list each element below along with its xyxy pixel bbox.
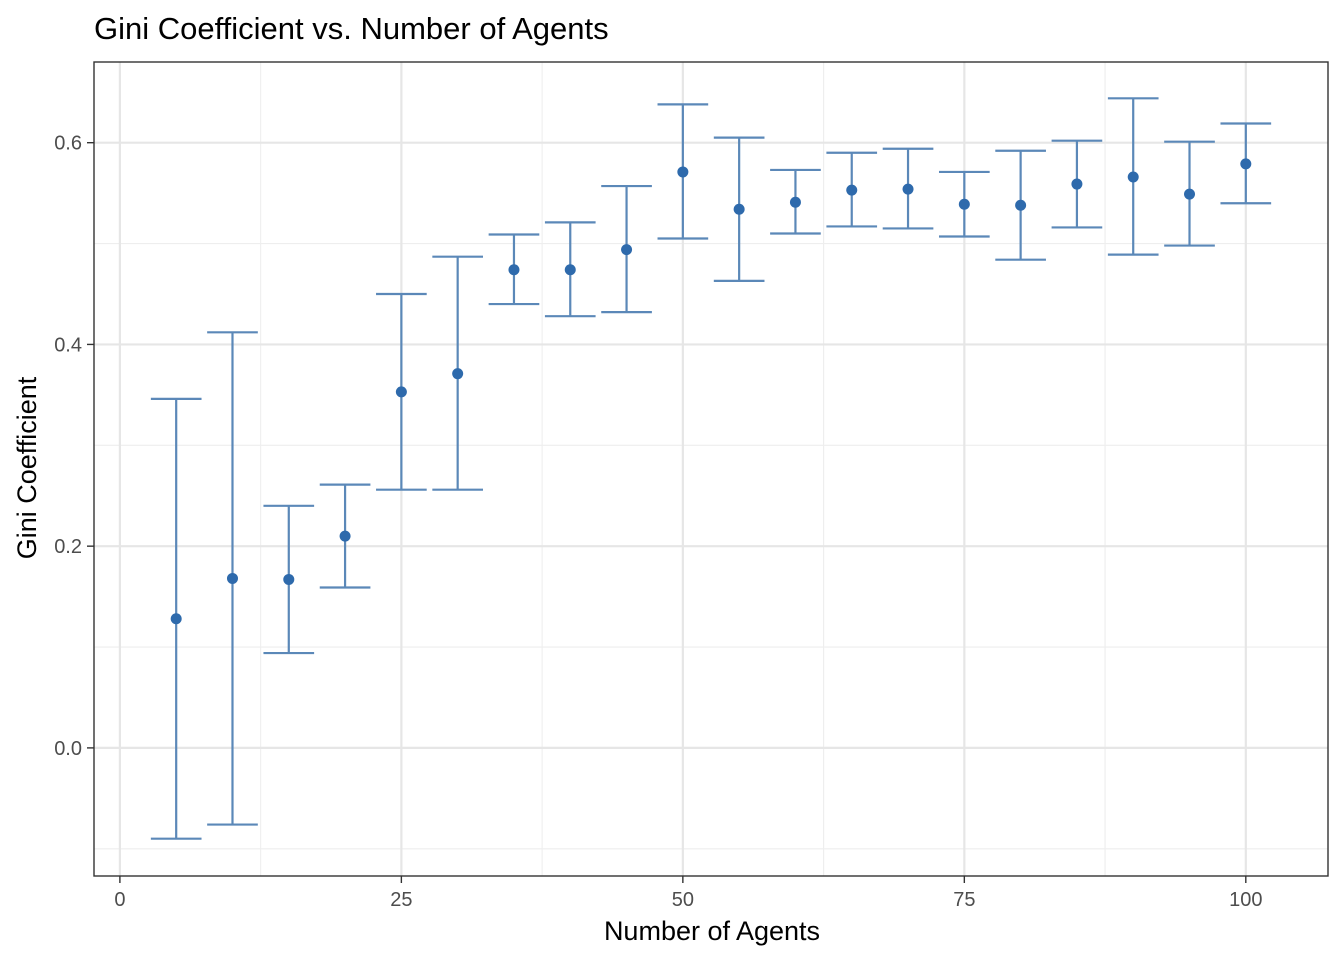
data-point bbox=[283, 573, 295, 585]
data-point-group bbox=[826, 151, 878, 228]
data-point bbox=[789, 196, 801, 208]
chart-title: Gini Coefficient vs. Number of Agents bbox=[94, 11, 609, 46]
data-point bbox=[170, 613, 182, 625]
data-point-group bbox=[319, 483, 371, 589]
x-tick-label: 25 bbox=[390, 889, 412, 911]
data-point-group bbox=[263, 504, 315, 655]
data-point bbox=[395, 386, 407, 398]
data-marks bbox=[150, 97, 1272, 840]
data-point-group bbox=[488, 233, 540, 306]
data-point bbox=[1240, 158, 1252, 170]
axes: 0 25 50 75 100 0.0 0.2 0.4 0.6 bbox=[54, 133, 1262, 911]
x-axis-title: Number of Agents bbox=[604, 916, 820, 946]
data-point bbox=[564, 264, 576, 276]
data-point-group bbox=[770, 168, 821, 235]
data-point-group bbox=[207, 331, 258, 826]
data-point bbox=[1184, 188, 1196, 200]
gridlines bbox=[94, 62, 1328, 876]
data-point-group bbox=[882, 147, 934, 230]
data-point bbox=[958, 198, 970, 210]
data-point-group bbox=[1164, 140, 1215, 247]
data-point-group bbox=[995, 149, 1046, 261]
data-point-group bbox=[376, 292, 427, 491]
y-axis-title: Gini Coefficient bbox=[12, 376, 42, 559]
data-point bbox=[677, 166, 689, 178]
x-tick-label: 0 bbox=[114, 889, 125, 911]
data-point bbox=[339, 530, 351, 542]
data-point bbox=[1015, 199, 1027, 211]
data-point bbox=[226, 572, 238, 584]
data-point-group bbox=[657, 103, 709, 240]
plot-panel bbox=[93, 61, 1329, 877]
x-tick-label: 50 bbox=[672, 889, 694, 911]
y-tick-label: 0.2 bbox=[54, 536, 82, 558]
x-tick-label: 75 bbox=[953, 889, 975, 911]
y-tick-label: 0.4 bbox=[54, 334, 82, 356]
y-tick-label: 0.0 bbox=[54, 738, 82, 760]
data-point bbox=[508, 264, 520, 276]
data-point-group bbox=[150, 397, 202, 840]
data-point bbox=[1071, 178, 1083, 190]
data-point-group bbox=[432, 255, 484, 491]
data-point-group bbox=[544, 221, 596, 318]
data-point bbox=[621, 244, 633, 256]
data-point-group bbox=[1107, 97, 1159, 256]
y-tick-label: 0.6 bbox=[54, 133, 82, 155]
data-point bbox=[452, 368, 464, 380]
x-tick-label: 100 bbox=[1229, 889, 1262, 911]
data-point bbox=[902, 183, 914, 195]
data-point bbox=[1127, 171, 1139, 183]
data-point-group bbox=[938, 170, 990, 238]
data-point-group bbox=[601, 184, 652, 314]
data-point bbox=[846, 184, 858, 196]
data-point-group bbox=[713, 136, 765, 282]
data-point bbox=[733, 203, 745, 215]
data-point-group bbox=[1220, 122, 1272, 205]
data-point-group bbox=[1051, 139, 1103, 229]
